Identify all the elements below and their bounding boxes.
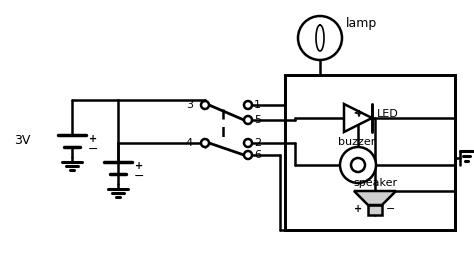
Polygon shape <box>354 191 396 205</box>
Bar <box>368 205 382 215</box>
Text: speaker: speaker <box>353 178 397 188</box>
Text: 2: 2 <box>254 138 261 148</box>
Text: 1: 1 <box>254 100 261 110</box>
Text: −: − <box>386 204 395 214</box>
Text: 3: 3 <box>186 100 193 110</box>
Text: 5: 5 <box>254 115 261 125</box>
Text: buzzer: buzzer <box>338 137 376 147</box>
Circle shape <box>244 101 252 109</box>
Circle shape <box>244 116 252 124</box>
Text: LED: LED <box>377 109 399 119</box>
Circle shape <box>244 151 252 159</box>
Text: −: − <box>134 170 145 182</box>
Circle shape <box>340 147 376 183</box>
Text: 4: 4 <box>186 138 193 148</box>
Text: +: + <box>135 161 143 171</box>
Text: −: − <box>88 142 99 156</box>
Circle shape <box>298 16 342 60</box>
Text: 6: 6 <box>254 150 261 160</box>
Circle shape <box>351 158 365 172</box>
Bar <box>285 75 455 230</box>
Text: +: + <box>89 134 97 144</box>
Circle shape <box>201 139 209 147</box>
Circle shape <box>244 139 252 147</box>
Polygon shape <box>344 104 372 132</box>
Text: 3V: 3V <box>14 133 30 147</box>
Circle shape <box>201 101 209 109</box>
Text: +: + <box>354 204 362 214</box>
Text: lamp: lamp <box>346 18 377 30</box>
